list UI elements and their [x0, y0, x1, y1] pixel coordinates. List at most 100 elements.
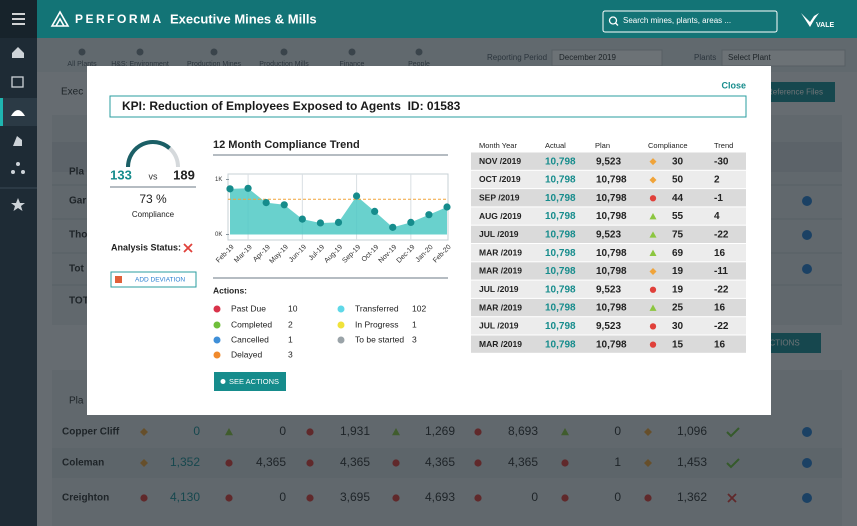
table-row	[471, 317, 746, 335]
close-button[interactable]: Close	[721, 80, 746, 90]
search-box[interactable]	[602, 10, 778, 33]
action-count: 2	[288, 319, 293, 329]
kpi-title: KPI: Reduction of Employees Exposed to A…	[122, 99, 461, 113]
action-dot	[213, 321, 221, 329]
gauge-vs: vs	[149, 171, 159, 181]
trend: -22	[714, 321, 729, 332]
compliance: 55	[672, 211, 684, 222]
column-header: Compliance	[648, 141, 688, 150]
table-row	[471, 262, 746, 280]
table-row	[471, 298, 746, 317]
action-dot	[337, 321, 345, 329]
see-actions-button[interactable]	[214, 372, 286, 391]
y-tick-label: 1K	[215, 177, 222, 183]
compliance: 30	[672, 321, 684, 332]
gauge-value: 73 %	[139, 192, 167, 206]
area	[230, 188, 447, 235]
compliance: 44	[672, 193, 684, 204]
chart-title: 12 Month Compliance Trend	[213, 139, 360, 151]
kpi-box	[109, 95, 747, 118]
point	[280, 201, 288, 209]
see-actions-icon	[220, 379, 226, 384]
nav-chart[interactable]	[11, 76, 24, 88]
see-actions-text: SEE ACTIONS	[229, 377, 279, 386]
point	[262, 199, 270, 207]
action-count: 1	[288, 334, 293, 344]
column-header: Actual	[545, 141, 566, 150]
trend: 16	[714, 339, 726, 350]
point	[298, 215, 306, 223]
trend: -30	[714, 156, 729, 167]
table-row	[471, 225, 746, 243]
plan: 9,523	[596, 229, 621, 240]
table-row	[471, 280, 746, 298]
action-name: Transferred	[355, 303, 399, 313]
nav-mills[interactable]	[13, 136, 22, 146]
nav-home[interactable]	[12, 47, 24, 58]
trend: 2	[714, 175, 720, 186]
compliance: 50	[672, 175, 684, 186]
status-cross	[183, 243, 193, 253]
trend: 16	[714, 248, 726, 259]
action-name: Cancelled	[231, 334, 269, 344]
search-placeholder: Search mines, plants, areas ...	[623, 16, 731, 25]
actions-title: Actions:	[213, 285, 247, 295]
action-name: Completed	[231, 319, 272, 329]
action-count: 3	[288, 349, 293, 359]
actual: 10,798	[545, 339, 576, 350]
add-deviation-button[interactable]	[110, 271, 197, 288]
actual: 10,798	[545, 229, 576, 240]
compliance: 15	[672, 339, 684, 350]
action-dot	[337, 336, 345, 344]
status-icon	[649, 267, 657, 275]
status-icon	[649, 286, 657, 293]
plan: 10,798	[596, 266, 627, 277]
action-dot	[213, 336, 221, 344]
month: NOV /2019	[479, 156, 521, 166]
sidebar	[0, 0, 37, 526]
plan: 10,798	[596, 193, 627, 204]
month: JUL /2019	[479, 284, 519, 294]
plan: 9,523	[596, 156, 621, 167]
point	[244, 184, 252, 192]
point	[371, 207, 379, 215]
action-count: 3	[412, 334, 417, 344]
action-dot	[213, 305, 221, 313]
action-name: Delayed	[231, 349, 262, 359]
deviation-icon	[115, 276, 122, 283]
plan: 10,798	[596, 175, 627, 186]
table-row	[471, 170, 746, 189]
point	[352, 192, 361, 200]
header-title: Executive Mines & Mills	[170, 11, 317, 26]
table-row	[471, 335, 746, 353]
trend: -1	[714, 193, 723, 204]
brand: PERFORMA	[75, 12, 164, 26]
table-row	[471, 189, 746, 207]
compliance: 30	[672, 156, 684, 167]
nav-network[interactable]	[11, 162, 25, 174]
point	[443, 203, 451, 211]
column-header: Plan	[595, 141, 610, 150]
nav-mines[interactable]	[11, 110, 25, 116]
action-name: Past Due	[231, 303, 266, 313]
search-icon	[608, 16, 618, 25]
actual: 10,798	[545, 303, 576, 314]
status-icon	[649, 231, 657, 238]
gauge-actual: 133	[110, 167, 132, 182]
nav-active-bar	[0, 98, 3, 126]
compliance: 19	[672, 284, 684, 295]
logo-mark	[801, 13, 819, 27]
brand-icon	[50, 10, 70, 27]
status-icon	[649, 158, 657, 166]
month: MAR /2019	[479, 266, 522, 276]
month: SEP /2019	[479, 193, 520, 203]
actual: 10,798	[545, 156, 576, 167]
actual: 10,798	[545, 193, 576, 204]
analysis-status: Analysis Status:	[111, 242, 181, 252]
nav-favorites[interactable]	[11, 198, 25, 211]
menu-icon[interactable]	[12, 13, 25, 25]
action-dot	[337, 305, 345, 313]
table-row	[471, 207, 746, 225]
table-row	[471, 244, 746, 262]
status-icon	[649, 341, 657, 348]
